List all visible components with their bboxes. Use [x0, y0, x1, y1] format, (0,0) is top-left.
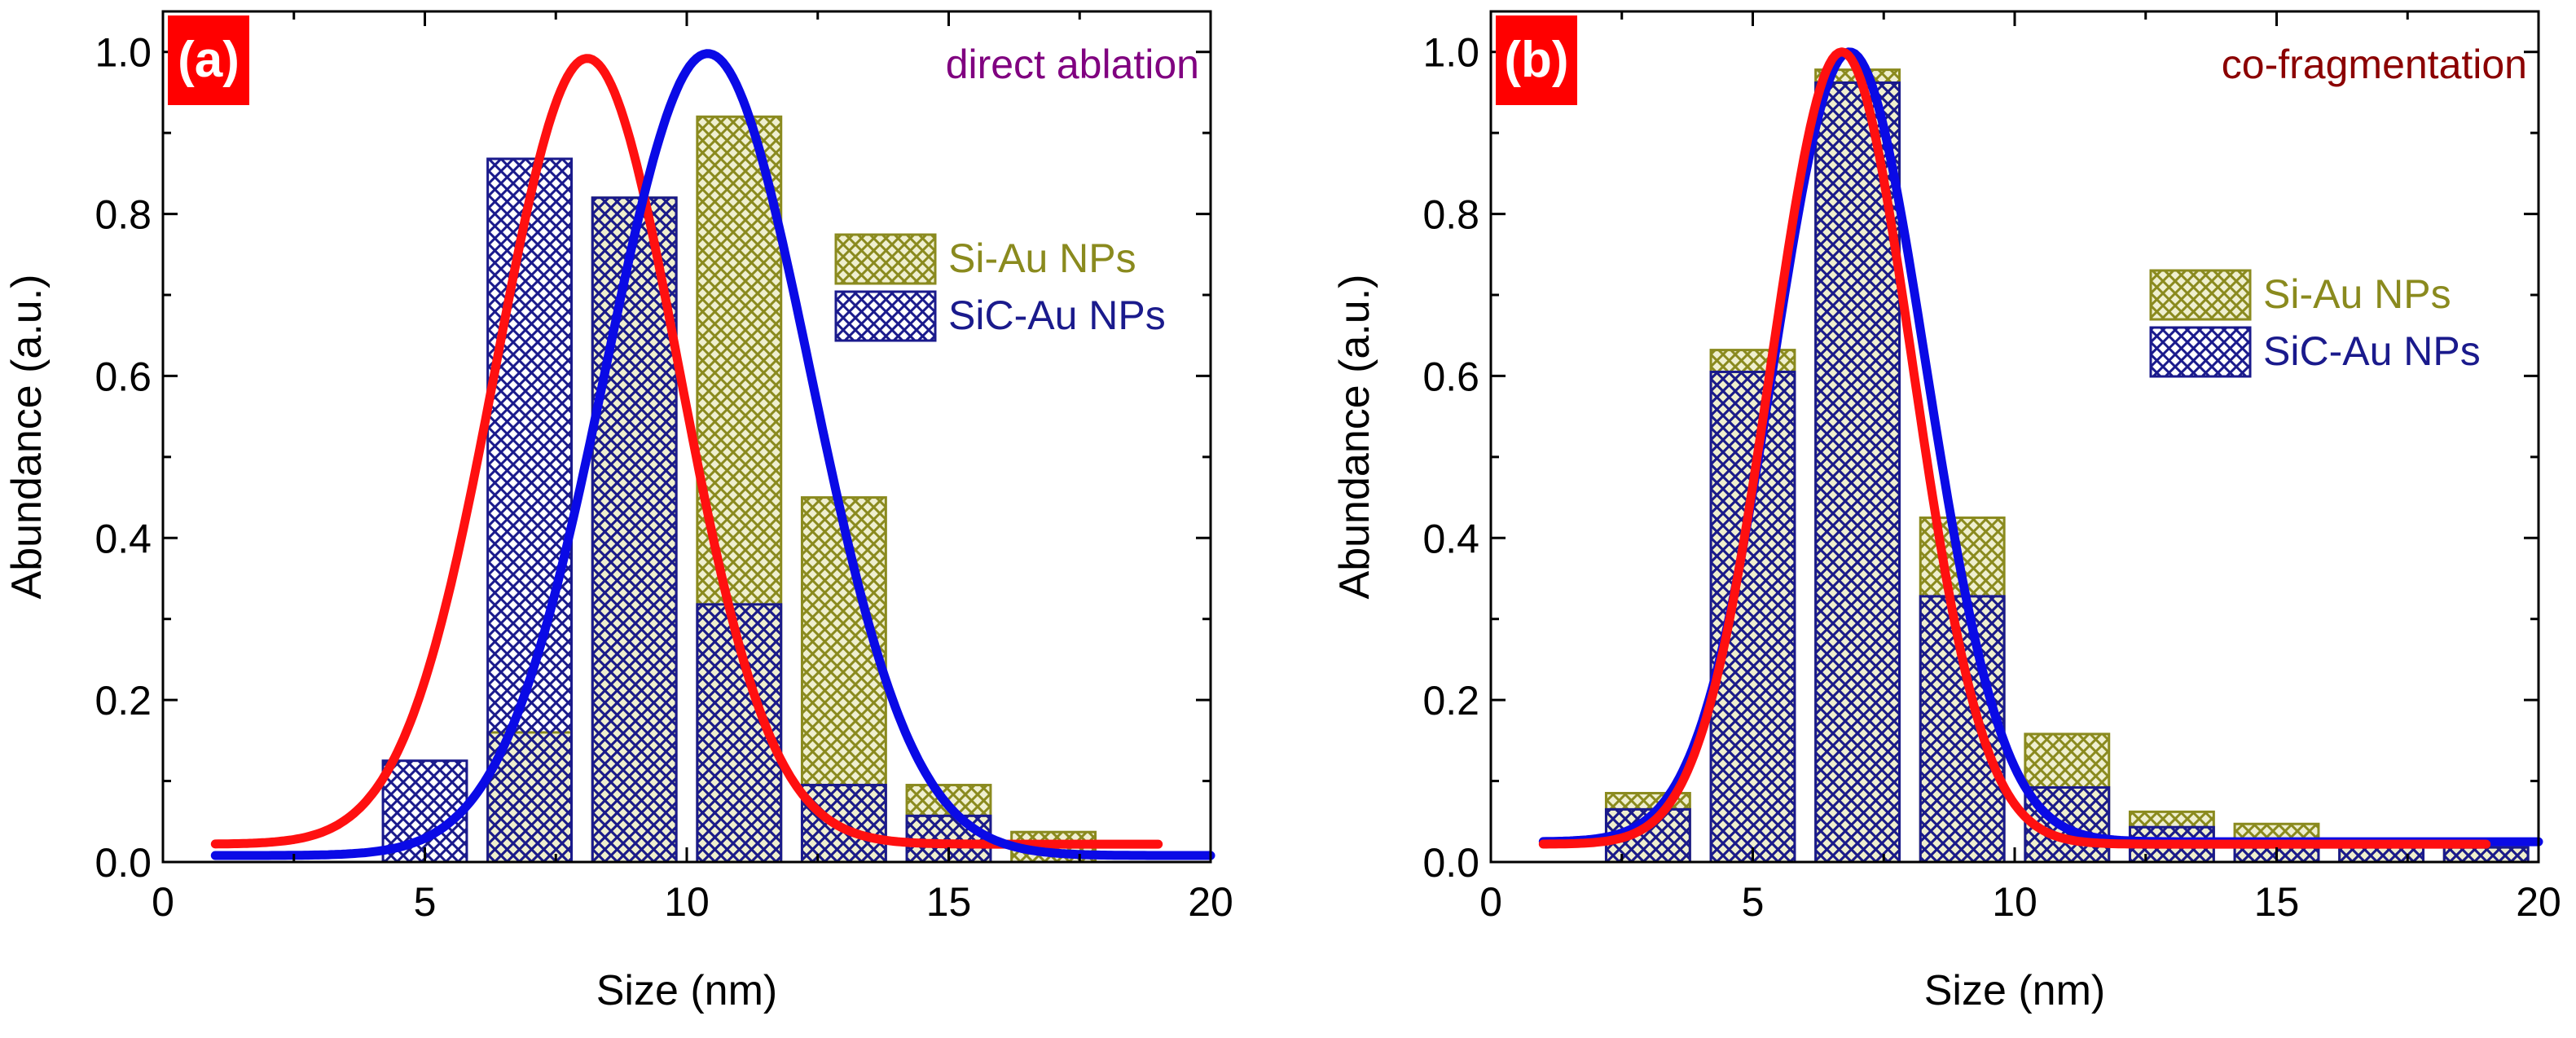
x-tick-label: 20	[2516, 879, 2561, 925]
x-tick-label: 10	[1992, 879, 2038, 925]
panel-label-badge	[1496, 15, 1577, 105]
fit-curve-sic-au-fit	[210, 49, 1215, 860]
x-axis-title: Size (nm)	[1924, 967, 2105, 1014]
y-tick-label: 0.2	[1422, 678, 1479, 724]
fit-curve-si-au-fit	[210, 54, 1163, 849]
y-tick-label: 1.0	[1422, 30, 1479, 76]
panel-label: (b)	[1504, 32, 1568, 88]
legend-label: SiC-Au NPs	[2263, 328, 2481, 374]
y-tick-label: 0.4	[95, 516, 152, 561]
y-tick-label: 1.0	[95, 30, 152, 76]
y-tick-label: 0.8	[1422, 192, 1479, 238]
y-tick-label: 0.4	[1422, 516, 1479, 561]
legend-label: Si-Au NPs	[948, 235, 1136, 281]
bar	[800, 784, 887, 864]
y-tick-label: 0.6	[1422, 354, 1479, 399]
bar	[2442, 846, 2530, 864]
y-axis-title: Abundance (a.u.)	[1331, 275, 1378, 600]
x-tick-label: 0	[1479, 879, 1502, 925]
legend-swatch	[2149, 326, 2252, 378]
panel-label-badge	[168, 15, 249, 105]
x-tick-label: 15	[926, 879, 972, 925]
fit-curve-sic-au-fit	[1538, 47, 2543, 847]
panel-annotation: direct ablation	[946, 42, 1199, 87]
y-axis-title: Abundance (a.u.)	[3, 275, 51, 600]
y-tick-label: 0.0	[1422, 840, 1479, 886]
plot-frame	[1489, 10, 2540, 864]
legend: Si-Au NPs SiC-Au NPs	[2149, 269, 2481, 378]
y-tick-label: 0.8	[95, 192, 152, 238]
y-tick-label: 0.2	[95, 678, 152, 724]
legend-swatch	[834, 233, 937, 285]
legend-label: Si-Au NPs	[2263, 271, 2451, 317]
x-tick-label: 10	[664, 879, 710, 925]
panel-label: (a)	[178, 32, 240, 88]
y-tick-label: 0.0	[95, 840, 152, 886]
x-tick-label: 0	[152, 879, 174, 925]
x-tick-label: 5	[1742, 879, 1765, 925]
y-tick-label: 0.6	[95, 354, 152, 399]
bar	[1919, 595, 2006, 864]
x-axis-title: Size (nm)	[596, 967, 777, 1014]
legend: Si-Au NPs SiC-Au NPs	[834, 233, 1166, 342]
chart-panel-b: 0 5 10 15 20 0.0 0.2 0.4 0.6 0.8 1.0 Size (nm) Abund…	[1331, 10, 2561, 1014]
legend-swatch	[2149, 269, 2252, 321]
x-tick-label: 15	[2254, 879, 2300, 925]
plot-frame	[161, 10, 1212, 864]
fit-curve-si-au-fit	[1538, 47, 2491, 849]
chart-panel-a: 0 5 10 15 20 0.0 0.2 0.4 0.6 0.8 1.0 Size (nm) Abund…	[3, 10, 1233, 1014]
bar	[1709, 370, 1796, 864]
legend-swatch	[834, 290, 937, 342]
x-tick-label: 20	[1188, 879, 1233, 925]
panel-annotation: co-fragmentation	[2222, 42, 2527, 87]
x-tick-label: 5	[414, 879, 437, 925]
legend-label: SiC-Au NPs	[948, 292, 1166, 338]
